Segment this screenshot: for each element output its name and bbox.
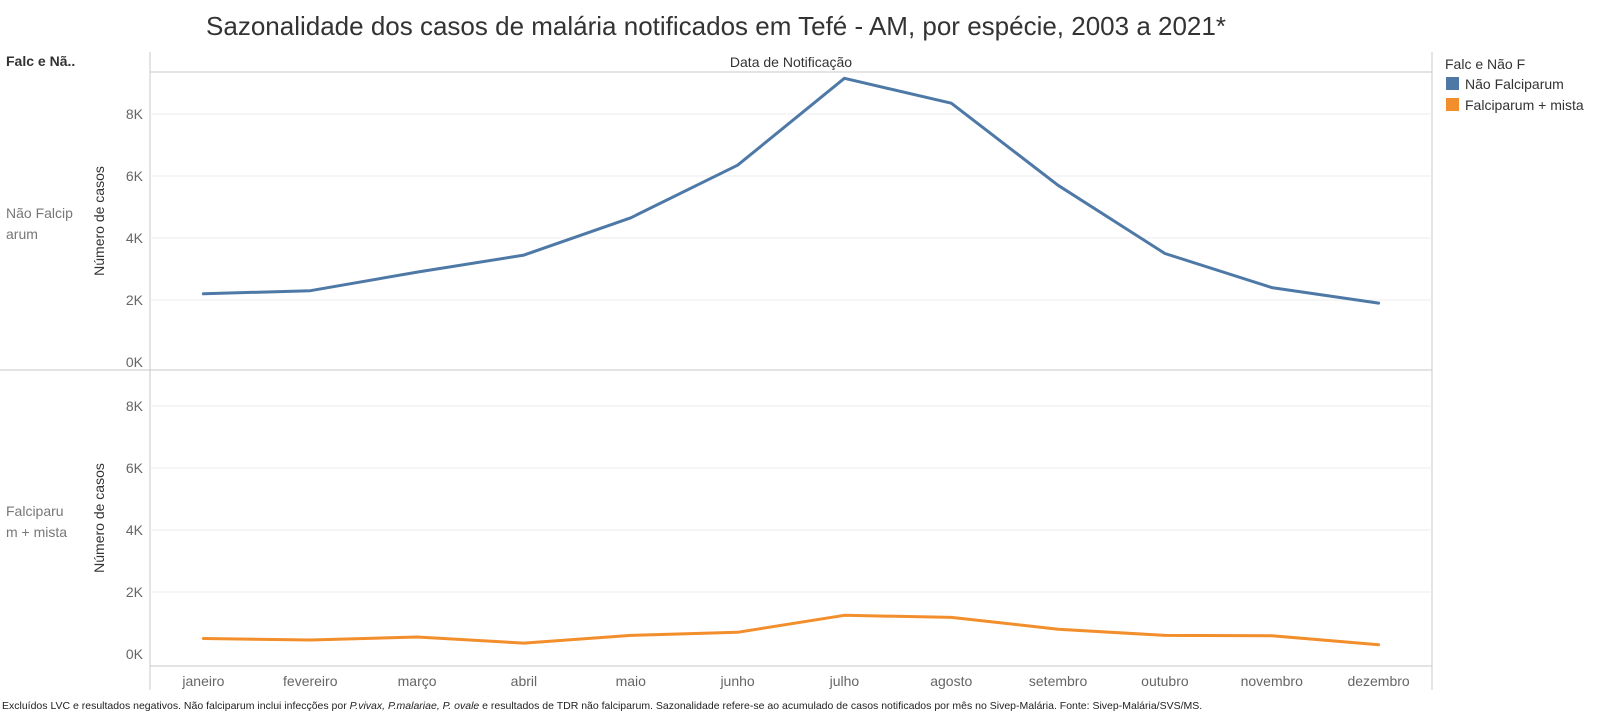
- x-tick-label: abril: [511, 673, 537, 689]
- y-tick-label: 2K: [126, 292, 144, 308]
- row-label-line2: arum: [6, 226, 38, 242]
- series-line-falciparum-mista[interactable]: [201, 613, 1381, 647]
- footnote-part1: Excluídos LVC e resultados negativos. Nã…: [2, 700, 350, 712]
- data-point[interactable]: [413, 268, 421, 276]
- y-axis-label: Número de casos: [91, 166, 107, 276]
- data-point[interactable]: [840, 74, 848, 82]
- footnote: Excluídos LVC e resultados negativos. Nã…: [2, 700, 1202, 712]
- y-tick-label: 6K: [126, 460, 144, 476]
- legend-title: Falc e Não F: [1445, 56, 1525, 72]
- data-point[interactable]: [1161, 631, 1169, 639]
- y-tick-label: 8K: [126, 106, 144, 122]
- row-label-line1: Não Falcip: [6, 205, 73, 221]
- data-point[interactable]: [734, 628, 742, 636]
- data-point[interactable]: [1268, 632, 1276, 640]
- x-tick-label: junho: [719, 673, 754, 689]
- row-dimension-header: Falc e Nã..: [6, 53, 75, 69]
- legend-swatch-nao-falciparum[interactable]: [1446, 77, 1459, 90]
- data-point[interactable]: [1375, 641, 1383, 649]
- data-point[interactable]: [734, 161, 742, 169]
- data-point[interactable]: [1161, 250, 1169, 258]
- y-tick-label: 0K: [126, 354, 144, 370]
- data-point[interactable]: [199, 635, 207, 643]
- column-header: Data de Notificação: [730, 54, 852, 70]
- row-label-line1: Falciparu: [6, 503, 64, 519]
- row-label-line2: m + mista: [6, 524, 67, 540]
- data-point[interactable]: [840, 611, 848, 619]
- x-tick-label: agosto: [930, 673, 972, 689]
- data-point[interactable]: [306, 636, 314, 644]
- legend: Falc e Não F Não Falciparum Falciparum +…: [1445, 56, 1584, 113]
- data-point[interactable]: [947, 613, 955, 621]
- data-point[interactable]: [1268, 284, 1276, 292]
- y-tick-label: 4K: [126, 230, 144, 246]
- x-axis-ticks: janeiro fevereiro março abril maio junho julho…: [181, 673, 1410, 689]
- footnote-part2: e resultados de TDR não falciparum. Sazo…: [479, 700, 1202, 712]
- footnote-species: P.vivax, P.malariae, P. ovale: [350, 700, 480, 712]
- x-tick-label: março: [398, 673, 437, 689]
- data-point[interactable]: [520, 251, 528, 259]
- legend-label-falciparum-mista[interactable]: Falciparum + mista: [1465, 97, 1584, 113]
- data-point[interactable]: [947, 99, 955, 107]
- x-tick-label: outubro: [1141, 673, 1189, 689]
- chart-title: Sazonalidade dos casos de malária notifi…: [206, 11, 1226, 41]
- data-point[interactable]: [520, 639, 528, 647]
- data-point[interactable]: [627, 214, 635, 222]
- y-tick-label: 0K: [126, 646, 144, 662]
- x-tick-label: janeiro: [181, 673, 224, 689]
- data-point[interactable]: [1375, 299, 1383, 307]
- y-tick-label: 6K: [126, 168, 144, 184]
- legend-swatch-falciparum-mista[interactable]: [1446, 98, 1459, 111]
- x-tick-label: fevereiro: [283, 673, 338, 689]
- data-point[interactable]: [1054, 625, 1062, 633]
- x-tick-label: setembro: [1029, 673, 1088, 689]
- y-axis-label: Número de casos: [91, 463, 107, 573]
- panel-falciparum-mista: 0K 2K 4K 6K 8K Número de casos Falciparu m + mi…: [6, 398, 1432, 662]
- x-tick-label: novembro: [1241, 673, 1303, 689]
- data-point[interactable]: [199, 290, 207, 298]
- data-point[interactable]: [413, 633, 421, 641]
- data-point[interactable]: [1054, 181, 1062, 189]
- y-tick-label: 8K: [126, 398, 144, 414]
- x-tick-label: maio: [616, 673, 647, 689]
- legend-label-nao-falciparum[interactable]: Não Falciparum: [1465, 76, 1564, 92]
- y-tick-label: 4K: [126, 522, 144, 538]
- series-line-nao-falciparum[interactable]: [201, 76, 1381, 305]
- x-tick-label: julho: [829, 673, 860, 689]
- x-tick-label: dezembro: [1347, 673, 1409, 689]
- data-point[interactable]: [306, 287, 314, 295]
- y-tick-label: 2K: [126, 584, 144, 600]
- panel-nao-falciparum: 0K 2K 4K 6K 8K Número de casos Não Falcip arum: [6, 74, 1432, 370]
- data-point[interactable]: [627, 631, 635, 639]
